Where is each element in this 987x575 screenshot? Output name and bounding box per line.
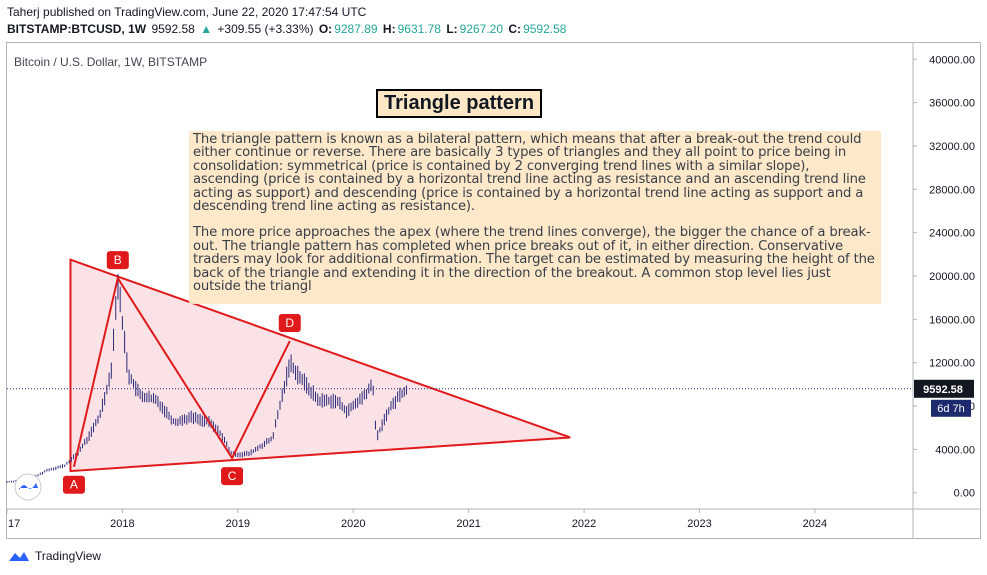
chart-grid — [6, 43, 981, 539]
pattern-point-c[interactable]: C — [221, 467, 244, 486]
symbol-label: BITSTAMP:BTCUSD, 1W — [7, 22, 147, 36]
time-tick-label: 17 — [8, 518, 20, 530]
chart-logo-icon[interactable] — [14, 473, 42, 501]
pattern-point-badge — [62, 475, 85, 494]
annotation-paragraph-2: The more price approaches the apex (wher… — [193, 225, 875, 295]
change-arrow-icon: ▲ — [200, 22, 213, 36]
high-label: H: — [382, 22, 396, 36]
price-tick-label: 16000.00 — [929, 314, 975, 326]
chart-frame[interactable] — [6, 42, 981, 539]
countdown-box — [931, 399, 971, 417]
pattern-point-badge — [221, 467, 244, 486]
publish-info: Taherj published on TradingView.com, Jun… — [7, 5, 367, 19]
close-value: 9592.58 — [523, 22, 567, 36]
time-tick-label: 2021 — [456, 518, 480, 530]
price-tick-label: 12000.00 — [929, 358, 975, 370]
price-change: +309.55 (+3.33%) — [217, 22, 314, 36]
price-tag-box — [914, 379, 974, 398]
open-value: 9287.89 — [334, 22, 378, 36]
pattern-point-a[interactable]: A — [62, 475, 85, 494]
abcd-leg-path — [72, 275, 291, 467]
price-tick-label: 20000.00 — [929, 271, 975, 283]
time-tick-label: 2018 — [110, 518, 134, 530]
pattern-points: A B C D — [62, 251, 301, 494]
open-label: O: — [318, 22, 333, 36]
pattern-point-d[interactable]: D — [278, 314, 301, 333]
low-value: 9267.20 — [459, 22, 504, 36]
pattern-legs — [72, 275, 291, 467]
time-tick-label: 2022 — [572, 518, 596, 530]
pattern-point-badge — [106, 251, 129, 270]
last-price: 9592.58 — [151, 22, 195, 36]
pattern-point-label: C — [228, 469, 237, 483]
symbol-info-bar: BITSTAMP:BTCUSD, 1W 9592.58 ▲ +309.55 (+… — [7, 22, 568, 36]
price-tick-label: 36000.00 — [929, 98, 975, 110]
countdown-label: 6d 7h — [937, 403, 965, 415]
price-axis[interactable]: 40000.00 36000.00 32000.00 28000.00 24000.00… — [913, 54, 975, 500]
pattern-point-label: A — [70, 478, 78, 492]
price-tick-label: 0.00 — [954, 488, 975, 500]
time-axis[interactable]: 17 2018 2019 2020 2021 2022 2023 2024 — [6, 509, 827, 530]
price-tick-label: 4000.00 — [935, 444, 975, 456]
price-tick-label: 28000.00 — [929, 184, 975, 196]
close-label: C: — [508, 22, 522, 36]
time-tick-label: 2023 — [687, 518, 711, 530]
price-tag-value: 9592.58 — [923, 384, 963, 396]
price-tick-label: 32000.00 — [929, 141, 975, 153]
pattern-point-b[interactable]: B — [106, 251, 129, 270]
price-tick-label: 40000.00 — [929, 54, 975, 66]
annotation-title[interactable]: Triangle pattern — [376, 89, 543, 118]
annotation-paragraph-1: The triangle pattern is known as a bilat… — [193, 132, 866, 215]
pattern-point-badge — [278, 314, 301, 333]
time-tick-label: 2019 — [226, 518, 250, 530]
tradingview-logo-icon — [9, 552, 29, 561]
current-price-label: 9592.58 6d 7h — [914, 379, 974, 417]
tradingview-footer[interactable]: TradingView — [8, 549, 101, 563]
pattern-point-label: D — [285, 316, 294, 330]
pattern-point-label: B — [114, 253, 122, 267]
time-tick-label: 2024 — [803, 518, 827, 530]
low-label: L: — [446, 22, 458, 36]
tradingview-brand: TradingView — [35, 549, 102, 563]
series-title: Bitcoin / U.S. Dollar, 1W, BITSTAMP — [14, 55, 208, 69]
high-value: 9631.78 — [397, 22, 441, 36]
time-tick-label: 2020 — [341, 518, 365, 530]
price-tick-label: 24000.00 — [929, 228, 975, 240]
annotation-note[interactable]: The triangle pattern is known as a bilat… — [189, 131, 881, 304]
